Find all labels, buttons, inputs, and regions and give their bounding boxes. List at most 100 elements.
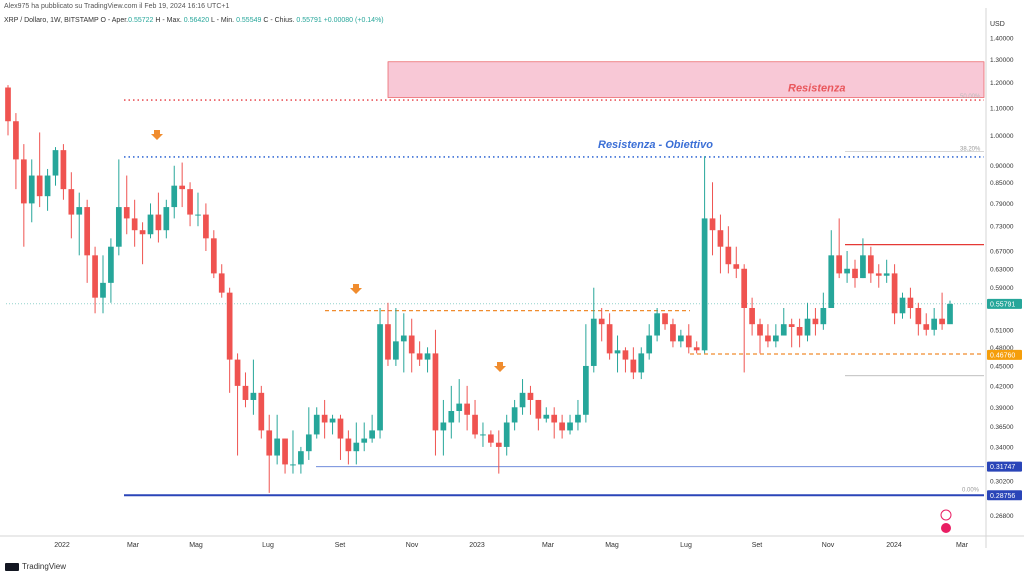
candle-body	[203, 214, 209, 239]
resistance-zone	[387, 61, 985, 98]
candle-body	[709, 218, 716, 231]
candle-body	[860, 255, 866, 279]
candle-body	[741, 268, 748, 308]
price-badge	[987, 490, 1022, 501]
candle-body	[123, 207, 130, 219]
fib-0-label: 0.00%	[962, 487, 980, 493]
candle-body	[92, 255, 98, 298]
candle-body	[266, 430, 273, 456]
time-tick: 2022	[54, 542, 70, 549]
candle-body	[583, 365, 589, 415]
candle-body	[559, 422, 565, 431]
price-tick: 0.63000	[990, 266, 1014, 273]
candle-body	[84, 207, 91, 256]
candle-body	[654, 313, 660, 336]
price-tick: 1.00000	[990, 133, 1014, 140]
candle-body	[614, 350, 621, 354]
candle-body	[511, 407, 518, 423]
flash-event-icon	[940, 509, 952, 521]
candle-body	[804, 318, 811, 336]
candle-body	[891, 273, 898, 314]
orange-arrow-icon	[494, 362, 506, 372]
candle-body	[915, 307, 922, 325]
candle-body	[780, 324, 787, 336]
candle-body	[432, 353, 439, 431]
candle-body	[20, 159, 27, 204]
candle-body	[163, 207, 170, 231]
price-tick: 1.40000	[990, 36, 1014, 43]
candle-body	[757, 324, 763, 336]
candle-body	[836, 255, 843, 274]
candle-body	[147, 214, 154, 235]
time-tick: Lug	[680, 542, 692, 549]
price-tick: 1.20000	[990, 80, 1014, 87]
candle-body	[76, 207, 83, 215]
time-tick: Lug	[262, 542, 274, 549]
candle-body	[195, 214, 201, 216]
candle-body	[400, 335, 407, 342]
price-badge-text: 0.55791	[990, 301, 1015, 308]
candle-body	[187, 189, 193, 215]
candle-body	[535, 399, 542, 419]
price-tick: 0.42000	[990, 383, 1014, 390]
candle-body	[369, 430, 375, 439]
candle-body	[519, 392, 526, 408]
candle-body	[155, 214, 162, 231]
target-label: Resistenza - Obiettivo	[598, 139, 713, 151]
candle-body	[242, 385, 249, 400]
tradingview-footer: TradingView	[5, 562, 66, 571]
price-tick: 0.45000	[990, 363, 1014, 370]
candle-body	[495, 442, 502, 447]
time-tick: Set	[752, 542, 763, 549]
candle-body	[765, 335, 771, 342]
candle-body	[282, 438, 288, 465]
candle-body	[662, 313, 668, 325]
candle-body	[337, 418, 344, 439]
candle-body	[575, 414, 581, 423]
price-tick: 0.48000	[990, 345, 1014, 352]
legend-low: 0.55549	[236, 17, 262, 24]
price-badge	[987, 298, 1022, 309]
candle-body	[883, 273, 890, 276]
time-tick: Mar	[127, 542, 140, 549]
legend-close-label: C - Chius.	[263, 17, 295, 24]
candle-body	[899, 297, 906, 314]
candle-body	[646, 335, 653, 354]
candle-body	[5, 87, 11, 122]
candle-body	[13, 121, 19, 160]
candle-body	[329, 418, 336, 423]
candle-body	[305, 434, 312, 452]
time-tick: Nov	[822, 542, 835, 549]
candle-body	[923, 324, 930, 330]
candle-body	[947, 303, 953, 325]
candle-body	[717, 230, 724, 247]
candle-body	[179, 185, 186, 190]
candle-body	[725, 246, 732, 265]
candle-body	[464, 403, 470, 415]
price-badge	[987, 461, 1022, 472]
candle-body	[931, 318, 938, 330]
candle-body	[796, 326, 803, 336]
candle-body	[527, 392, 534, 400]
legend-high: 0.56420	[183, 17, 210, 24]
candle-body	[171, 185, 178, 208]
price-tick: 0.36500	[990, 424, 1014, 431]
price-badge-text: 0.46760	[990, 352, 1015, 359]
candle-body	[630, 359, 637, 373]
candle-body	[480, 434, 486, 436]
candle-body	[638, 353, 645, 373]
candle-body	[139, 230, 146, 235]
candle-body	[416, 353, 423, 360]
legend-close: 0.55791	[296, 17, 322, 24]
legend-symbol: XRP / Dollaro, 1W, BITSTAMP O - Aper.	[4, 17, 129, 24]
candle-body	[590, 318, 597, 366]
price-tick: 1.30000	[990, 57, 1014, 64]
price-tick: 0.30200	[990, 479, 1014, 486]
candle-body	[820, 307, 827, 325]
time-tick: Mar	[542, 542, 555, 549]
candle-body	[733, 264, 740, 269]
candle-body	[52, 150, 59, 176]
price-tick: 1.10000	[990, 105, 1014, 112]
legend-low-label: L - Min.	[211, 17, 235, 24]
